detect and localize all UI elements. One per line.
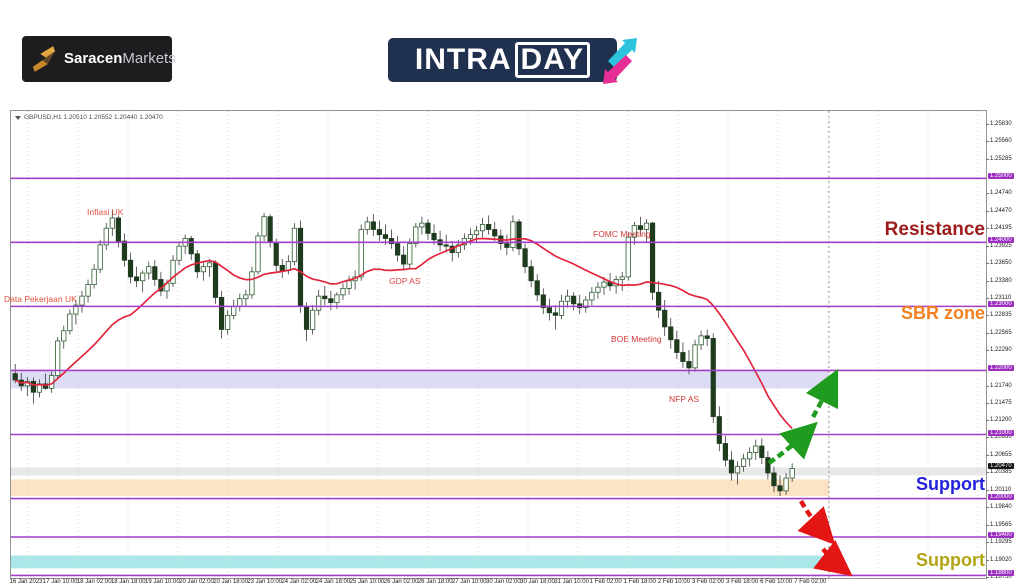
trend-arrows: [767, 368, 853, 577]
chart-title-text: GBPUSD,H1 1.20510 1.20552 1.20440 1.2047…: [24, 114, 163, 121]
current-price-badge: 1.20470: [988, 463, 1014, 470]
resistance-zone-lavender: [11, 370, 829, 389]
price-axis-label: 1.22835: [986, 312, 1012, 319]
time-axis-label: 26 Jan 18:00: [417, 579, 453, 585]
price-axis-label: 1.25830: [986, 120, 1012, 127]
saracen-s-icon: [32, 46, 56, 72]
intraday-wordmark-day: DAY: [514, 42, 591, 78]
event-annotations: Inflasi UK Data Pekerjaan UK GDP AS FOMC Me…: [4, 207, 699, 404]
time-axis-label: 16 Jan 2023: [9, 579, 43, 585]
time-axis-label: 18 Jan 02:00: [76, 579, 112, 585]
time-axis-label: 27 Jan 10:00: [451, 579, 487, 585]
saracen-wordmark-light: Markets: [122, 50, 176, 67]
label-sbr-zone: SBR zone: [900, 303, 985, 323]
price-axis-label: 1.24740: [986, 190, 1012, 197]
price-axis-label: 1.20385: [986, 469, 1012, 476]
price-axis-label: 1.20655: [986, 452, 1012, 459]
price-level-badge: 1.25000: [988, 173, 1014, 180]
arrow-down-1: [797, 499, 836, 545]
time-axis-label: 30 Jan 02:00: [486, 579, 521, 585]
gridlines: [27, 111, 979, 578]
price-level-badge: 1.23000: [988, 301, 1014, 308]
note-inflasi-uk: Inflasi UK: [87, 207, 124, 217]
time-axis: 16 Jan 2023 17 Jan 10:00 18 Jan 02:00 18 Ja…: [9, 579, 985, 587]
price-axis-label: 1.19020: [986, 556, 1012, 563]
price-zones: [11, 370, 986, 569]
label-support-2: Support: [916, 550, 985, 570]
saracen-wordmark: SaracenMarkets: [64, 50, 176, 68]
price-level-badge: 1.20000: [988, 493, 1014, 500]
price-axis-label: 1.21475: [986, 399, 1012, 406]
time-axis-label: 23 Jan 10:00: [247, 579, 283, 585]
time-axis-label: 19 Jan 10:00: [145, 579, 180, 585]
time-axis-label: 17 Jan 10:00: [42, 579, 78, 585]
time-axis-label: 7 Feb 02:00: [794, 579, 827, 585]
price-axis-label: 1.20930: [986, 434, 1012, 441]
current-price-stripe: [11, 467, 986, 476]
price-axis: 1.25830 1.25560 1.25285 1.24740 1.24470 1.241…: [985, 110, 1024, 581]
time-axis-label: 3 Feb 02:00: [691, 579, 725, 585]
note-fomc-meeting: FOMC Meeting: [593, 229, 651, 239]
arrow-up-2: [805, 368, 839, 419]
time-axis-label: 20 Jan 18:00: [213, 579, 248, 585]
price-level-badge: 1.18800: [988, 570, 1014, 577]
chart-title-bar: GBPUSD,H1 1.20510 1.20552 1.20440 1.2047…: [15, 114, 163, 121]
price-axis-label: 1.23925: [986, 242, 1012, 249]
note-nfp-as: NFP AS: [669, 394, 699, 404]
price-axis-label: 1.22565: [986, 329, 1012, 336]
time-axis-label: 24 Jan 02:00: [281, 579, 317, 585]
price-axis-label: 1.21200: [986, 417, 1012, 424]
note-boe-meeting: BOE Meeting: [611, 334, 662, 344]
time-axis-label: 31 Jan 10:00: [554, 579, 589, 585]
support-zone-orange: [11, 479, 829, 497]
time-axis-label: 30 Jan 18:00: [520, 579, 555, 585]
chart-canvas: Inflasi UK Data Pekerjaan UK GDP AS FOMC Me…: [4, 110, 987, 579]
time-axis-label: 1 Feb 02:00: [589, 579, 622, 585]
price-axis-label: 1.22290: [986, 347, 1012, 354]
intraday-logo: INTRA DAY: [388, 38, 617, 82]
price-axis-label: 1.20110: [985, 487, 1012, 494]
time-axis-label: 1 Feb 18:00: [623, 579, 656, 585]
time-axis-label: 2 Feb 10:00: [657, 579, 690, 585]
price-axis-label: 1.24470: [986, 207, 1012, 214]
time-axis-label: 18 Jan 18:00: [110, 579, 146, 585]
symbol-dropdown-icon: [15, 115, 21, 120]
arrow-up-1: [767, 421, 818, 465]
time-axis-label: 6 Feb 10:00: [760, 579, 793, 585]
price-level-badge: 1.19400: [988, 532, 1014, 538]
price-axis-label: 1.23380: [986, 277, 1012, 284]
price-axis-label: 1.19565: [986, 521, 1012, 528]
intraday-wordmark-intra: INTRA: [414, 43, 512, 76]
price-level-badge: 1.21000: [988, 429, 1014, 436]
time-axis-label: 26 Jan 02:00: [383, 579, 419, 585]
time-axis-label: 20 Jan 02:00: [179, 579, 214, 585]
chart-svg: Inflasi UK Data Pekerjaan UK GDP AS FOMC Me…: [4, 111, 986, 578]
moving-average-line: [14, 237, 793, 430]
price-axis-label: 1.19295: [986, 539, 1012, 546]
time-axis-label: 24 Jan 18:00: [315, 579, 351, 585]
support-zone-cyan: [11, 555, 829, 569]
price-level-badge: 1.24000: [988, 237, 1014, 244]
price-axis-label: 1.18750: [986, 574, 1012, 581]
saracen-logo: SaracenMarkets: [22, 36, 176, 82]
price-axis-label: 1.19840: [986, 504, 1012, 511]
label-resistance: Resistance: [884, 219, 985, 240]
note-gdp-as: GDP AS: [389, 276, 421, 286]
candlestick-series: [12, 210, 795, 497]
note-data-pekerjaan-uk: Data Pekerjaan UK: [4, 294, 77, 304]
intraday-arrows-icon: [603, 38, 637, 84]
label-support-1: Support: [916, 474, 985, 494]
price-level-badge: 1.22000: [988, 365, 1014, 372]
price-axis-label: 1.25285: [986, 155, 1012, 162]
saracen-wordmark-bold: Saracen: [64, 50, 123, 67]
price-axis-label: 1.23650: [986, 260, 1012, 267]
arrow-down-2: [813, 539, 853, 577]
price-axis-label: 1.23110: [985, 294, 1012, 301]
price-axis-label: 1.25560: [986, 137, 1012, 144]
price-axis-label: 1.24195: [986, 225, 1012, 232]
price-axis-label: 1.21740: [986, 382, 1012, 389]
time-axis-label: 25 Jan 10:00: [349, 579, 385, 585]
time-axis-label: 3 Feb 18:00: [726, 579, 759, 585]
